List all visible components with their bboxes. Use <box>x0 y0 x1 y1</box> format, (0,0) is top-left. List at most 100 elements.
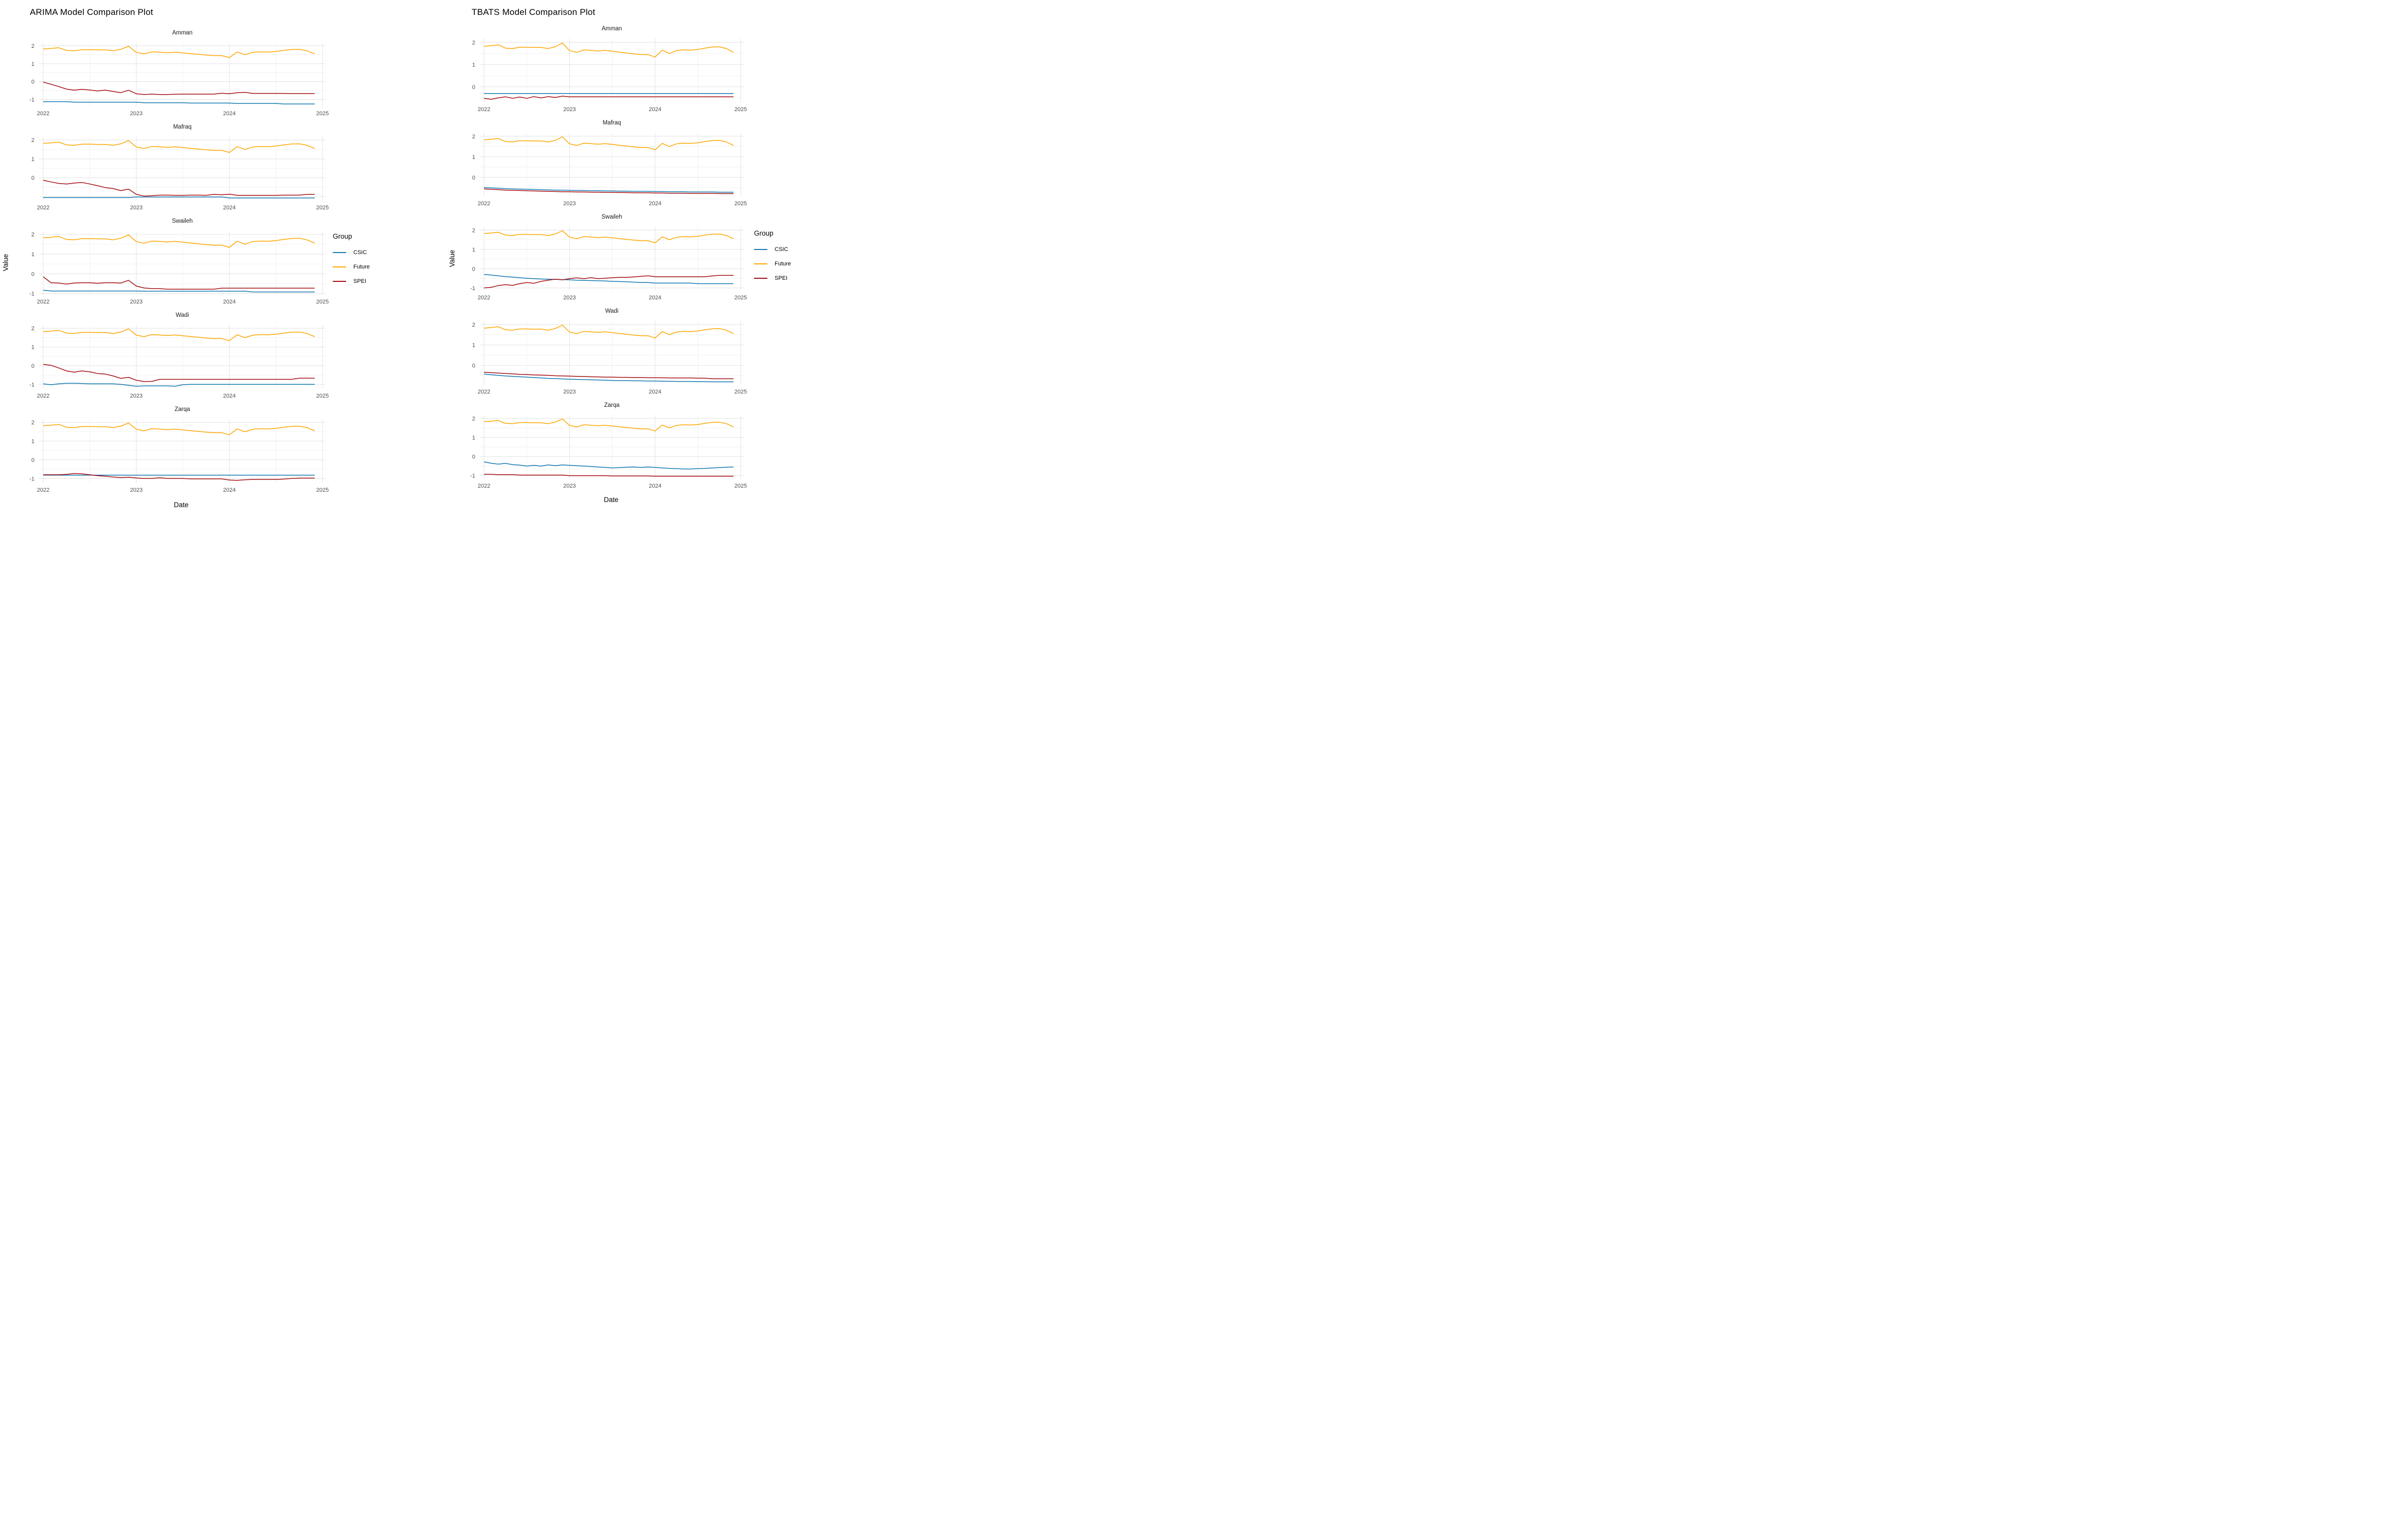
csic-line-key-icon <box>333 252 346 253</box>
x-tick-label: 2024 <box>649 483 661 489</box>
x-tick-label: 2024 <box>223 393 236 399</box>
y-tick-label: -1 <box>470 285 475 292</box>
y-tick-label: 0 <box>31 457 34 463</box>
x-tick-label: 2023 <box>563 483 576 489</box>
series-line-csic <box>483 274 734 284</box>
y-tick-label: 1 <box>31 156 34 163</box>
future-line-key-icon <box>333 266 346 267</box>
legend-title: Group <box>754 229 774 237</box>
facet-Wadi: Wadi 2 1 0 2022 2023 2024 2025 <box>472 308 747 395</box>
x-tick-label: 2025 <box>734 201 747 207</box>
x-tick-label: 2024 <box>649 201 661 207</box>
x-tick-label: 2024 <box>649 106 661 113</box>
future-line-key-icon <box>754 263 767 264</box>
x-tick-label: 2025 <box>316 393 329 399</box>
legend-label: SPEI <box>353 278 367 284</box>
series-line-csic <box>43 383 315 387</box>
series-line-spei <box>484 474 734 477</box>
x-tick-label: 2025 <box>734 106 747 113</box>
tbats-group-legend: Group CSIC Future SPEI <box>754 229 791 289</box>
x-tick-label: 2023 <box>563 389 576 395</box>
series-line-future <box>483 418 734 432</box>
y-tick-label: 2 <box>472 134 475 140</box>
x-tick-label: 2022 <box>478 483 490 489</box>
series-line-future <box>43 140 315 153</box>
x-tick-label: 2025 <box>316 487 329 493</box>
x-tick-label: 2025 <box>316 111 329 117</box>
csic-line-key-icon <box>754 249 767 250</box>
facet-Mafraq: Mafraq 2 1 0 2022 2023 2024 2025 <box>472 120 747 207</box>
tbats-x-axis-title: Date <box>604 496 619 504</box>
legend-label: CSIC <box>775 246 788 253</box>
x-tick-label: 2024 <box>223 205 236 211</box>
y-tick-label: 2 <box>31 326 34 332</box>
x-tick-label: 2025 <box>734 389 747 395</box>
series-line-csic <box>43 196 315 199</box>
series-line-csic <box>43 290 315 293</box>
x-tick-label: 2023 <box>130 205 142 211</box>
y-tick-label: 1 <box>472 435 475 441</box>
y-tick-label: 0 <box>472 175 475 181</box>
y-tick-label: 0 <box>31 175 34 182</box>
y-tick-label: 0 <box>472 266 475 272</box>
x-tick-label: 2024 <box>649 295 661 301</box>
facet-title: Swaileh <box>172 218 192 224</box>
x-tick-label: 2022 <box>478 389 490 395</box>
facet-title: Mafraq <box>603 120 621 126</box>
y-tick-label: 2 <box>472 322 475 328</box>
legend-item-spei: SPEI <box>333 277 370 285</box>
y-tick-label: -1 <box>470 473 475 479</box>
facet-title: Amman <box>172 30 193 36</box>
y-tick-label: 0 <box>31 271 34 277</box>
facet-title: Zarqa <box>174 406 190 413</box>
series-line-future <box>43 234 315 248</box>
facet-title: Wadi <box>605 308 619 314</box>
arima-chart-title: ARIMA Model Comparison Plot <box>30 7 153 17</box>
legend-item-future: Future <box>333 263 370 271</box>
y-tick-label: 2 <box>31 137 34 144</box>
x-tick-label: 2022 <box>37 393 49 399</box>
y-tick-label: 0 <box>472 363 475 369</box>
y-tick-label: 0 <box>31 79 34 85</box>
x-tick-label: 2023 <box>130 111 142 117</box>
legend-label: Future <box>353 264 370 270</box>
y-tick-label: 1 <box>472 154 475 160</box>
arima-chart: ARIMA Model Comparison Plot Value Amman 2… <box>0 0 411 513</box>
x-tick-label: 2024 <box>649 389 661 395</box>
x-tick-label: 2022 <box>478 201 490 207</box>
series-line-csic <box>483 461 734 470</box>
series-line-future <box>43 422 315 435</box>
x-tick-label: 2025 <box>734 295 747 301</box>
y-tick-label: 2 <box>31 420 34 426</box>
spei-line-key-icon <box>754 278 767 279</box>
x-tick-label: 2025 <box>316 205 329 211</box>
series-line-future <box>483 42 734 58</box>
series-line-csic <box>483 373 734 383</box>
facet-title: Swaileh <box>601 214 622 220</box>
x-tick-label: 2024 <box>223 487 236 493</box>
x-tick-label: 2023 <box>130 299 142 305</box>
y-tick-label: 0 <box>472 454 475 460</box>
legend-item-csic: CSIC <box>333 248 370 257</box>
y-tick-label: 1 <box>31 345 34 351</box>
legend-label: SPEI <box>775 275 788 281</box>
series-line-spei <box>43 276 315 290</box>
y-tick-label: -1 <box>29 97 34 103</box>
series-line-future <box>483 136 734 150</box>
series-line-spei <box>483 371 734 380</box>
series-line-spei <box>483 96 734 100</box>
x-tick-label: 2022 <box>478 295 490 301</box>
legend-label: Future <box>775 261 791 267</box>
x-tick-label: 2023 <box>130 393 142 399</box>
x-tick-label: 2025 <box>316 299 329 305</box>
series-line-spei <box>43 364 315 382</box>
y-tick-label: 0 <box>31 363 34 369</box>
series-line-spei <box>483 188 734 194</box>
x-tick-label: 2024 <box>223 299 236 305</box>
series-line-future <box>483 230 734 243</box>
